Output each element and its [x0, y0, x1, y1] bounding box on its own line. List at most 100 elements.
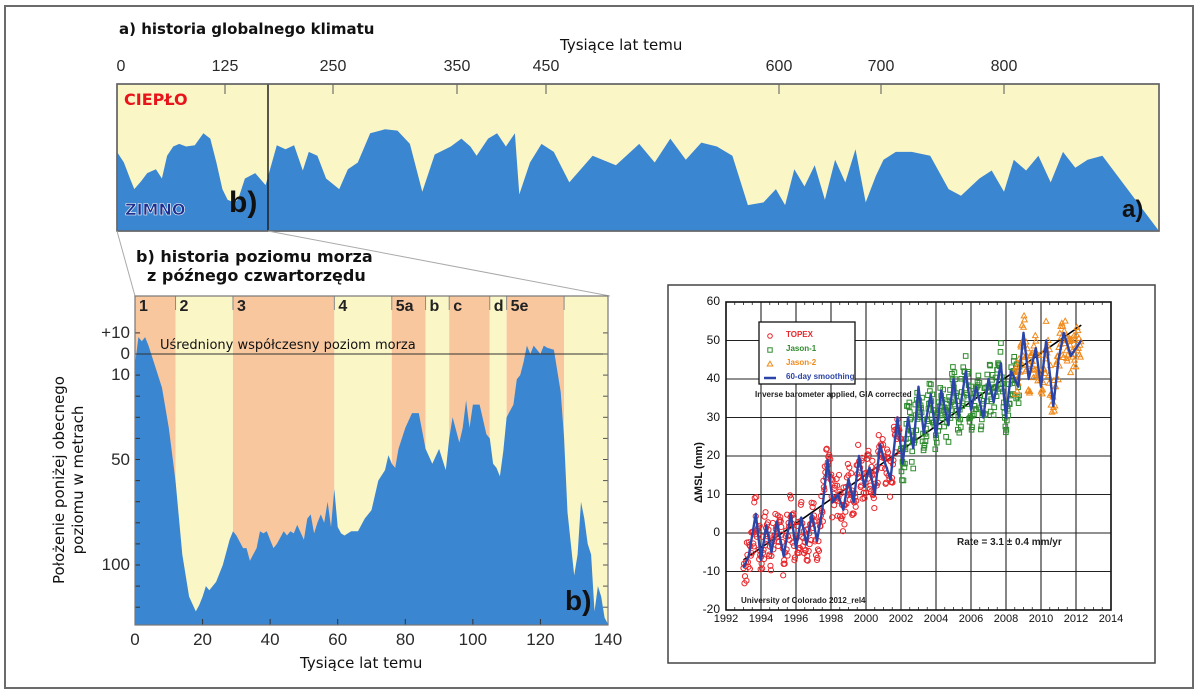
- topex-point: [798, 499, 805, 506]
- jason2-point: [1031, 331, 1039, 339]
- legend-jason1-symbol: [767, 347, 773, 353]
- panel-c-x-tick-label: 1994: [748, 613, 774, 625]
- panel-c-plot-border: [725, 301, 1112, 611]
- topex-point: [839, 528, 847, 535]
- jason2-point: [1072, 362, 1080, 370]
- panel-c-x-tick-label: 2008: [993, 613, 1019, 625]
- jason2-point: [1030, 341, 1038, 349]
- jason2-point: [1070, 331, 1078, 339]
- smoothing-line: [742, 331, 1083, 569]
- stage-label: 5a: [395, 298, 414, 315]
- topex-point: [797, 501, 804, 508]
- topex-point: [886, 493, 894, 500]
- topex-point: [852, 503, 859, 510]
- legend-label: TOPEX: [786, 330, 813, 339]
- topex-point: [869, 457, 876, 464]
- panel-b-y-tick-label: 50: [111, 449, 130, 469]
- stage-label: d: [493, 298, 504, 315]
- jason2-point: [1013, 362, 1021, 369]
- topex-point: [844, 460, 851, 468]
- jason1-point: [933, 439, 940, 446]
- jason1-point: [956, 429, 963, 436]
- jason1-point: [957, 416, 964, 423]
- jason2-point: [1075, 334, 1083, 341]
- jason2-point: [1013, 387, 1021, 394]
- topex-point: [761, 513, 768, 520]
- panel-a-xlabel: Tysiące lat temu: [560, 36, 683, 54]
- panel-c-ylabel: ΔMSL (mm): [693, 442, 705, 503]
- jason1-point: [941, 423, 947, 430]
- panel-c-x-tick-label: 1998: [818, 613, 844, 625]
- zoom-connector-right: [267, 230, 611, 297]
- sea-level-area: [135, 337, 608, 625]
- topex-point: [781, 560, 788, 567]
- topex-point: [889, 479, 896, 486]
- topex-point: [848, 470, 855, 477]
- jason1-point: [979, 416, 985, 423]
- cold-label: ZIMNO: [125, 200, 186, 220]
- stage-label: 4: [338, 298, 348, 315]
- topex-point: [842, 508, 849, 515]
- jason2-point: [1066, 368, 1075, 376]
- panel-c-x-tick-label: 2014: [1098, 613, 1124, 625]
- panel-b-marker: b): [565, 585, 592, 616]
- jason1-point: [969, 424, 975, 431]
- jason2-point: [1066, 341, 1074, 348]
- topex-point: [777, 514, 784, 521]
- panel-c-y-tick-label: 0: [713, 525, 720, 539]
- topex-point: [826, 451, 833, 458]
- topex-point: [767, 567, 775, 574]
- topex-point: [762, 509, 769, 516]
- present-sea-level-label: Uśredniony współczesny poziom morza: [160, 338, 416, 353]
- correction-annotation: Inverse barometer applied, GIA corrected: [755, 390, 912, 399]
- panel-c-x-tick-label: 2000: [853, 613, 879, 625]
- zoom-connector-left: [116, 230, 136, 297]
- jason2-point: [1011, 390, 1019, 397]
- topex-point: [884, 449, 892, 456]
- jason1-point: [951, 369, 958, 376]
- jason2-point: [1020, 315, 1029, 323]
- topex-point: [878, 464, 885, 472]
- panel-c-y-tick-label: 30: [706, 409, 720, 424]
- topex-point: [814, 546, 822, 553]
- jason2-point: [1076, 353, 1085, 360]
- source-annotation: University of Colorado 2012_rel4: [741, 596, 866, 605]
- panel-c-y-tick-label: 10: [706, 486, 720, 501]
- jason1-point: [909, 448, 916, 455]
- jason2-point: [1012, 368, 1020, 376]
- topex-point: [802, 546, 809, 554]
- topex-point: [759, 565, 766, 572]
- jason2-point: [1048, 408, 1056, 415]
- stage-label: 3: [236, 298, 246, 315]
- jason1-point: [898, 468, 905, 475]
- panel-a-inset-marker: b): [229, 186, 258, 219]
- panel-c-y-tick-label: 60: [706, 294, 720, 308]
- jason1-point: [984, 371, 991, 378]
- jason1-point: [987, 362, 993, 369]
- topex-point: [871, 504, 878, 512]
- jason1-point: [976, 380, 983, 386]
- jason1-point: [943, 433, 949, 440]
- jason1-point: [932, 446, 939, 453]
- panel-a-tick-label: 800: [990, 58, 1018, 75]
- topex-point: [833, 482, 841, 489]
- panel-c-y-tick-label: 50: [706, 332, 720, 347]
- panel-c-x-tick-label: 2006: [958, 613, 984, 625]
- climate-area: [117, 129, 1159, 231]
- jason2-point: [1063, 354, 1071, 362]
- legend-jason2-symbol: [766, 360, 774, 367]
- jason2-point: [1027, 349, 1036, 357]
- panel-c-y-tick-label: 20: [706, 448, 720, 462]
- topex-point: [875, 432, 882, 439]
- panel-b-y-tick-label: 100: [101, 555, 130, 574]
- topex-point: [805, 547, 812, 555]
- panel-c-x-tick-label: 2002: [888, 613, 914, 625]
- topex-point: [804, 557, 811, 564]
- topex-point: [870, 495, 877, 502]
- panel-a-tick-label: 350: [443, 58, 471, 75]
- topex-point: [753, 493, 760, 501]
- panel-c-x-tick-label: 2012: [1063, 613, 1089, 625]
- topex-point: [791, 557, 798, 564]
- jason2-point: [1042, 317, 1050, 324]
